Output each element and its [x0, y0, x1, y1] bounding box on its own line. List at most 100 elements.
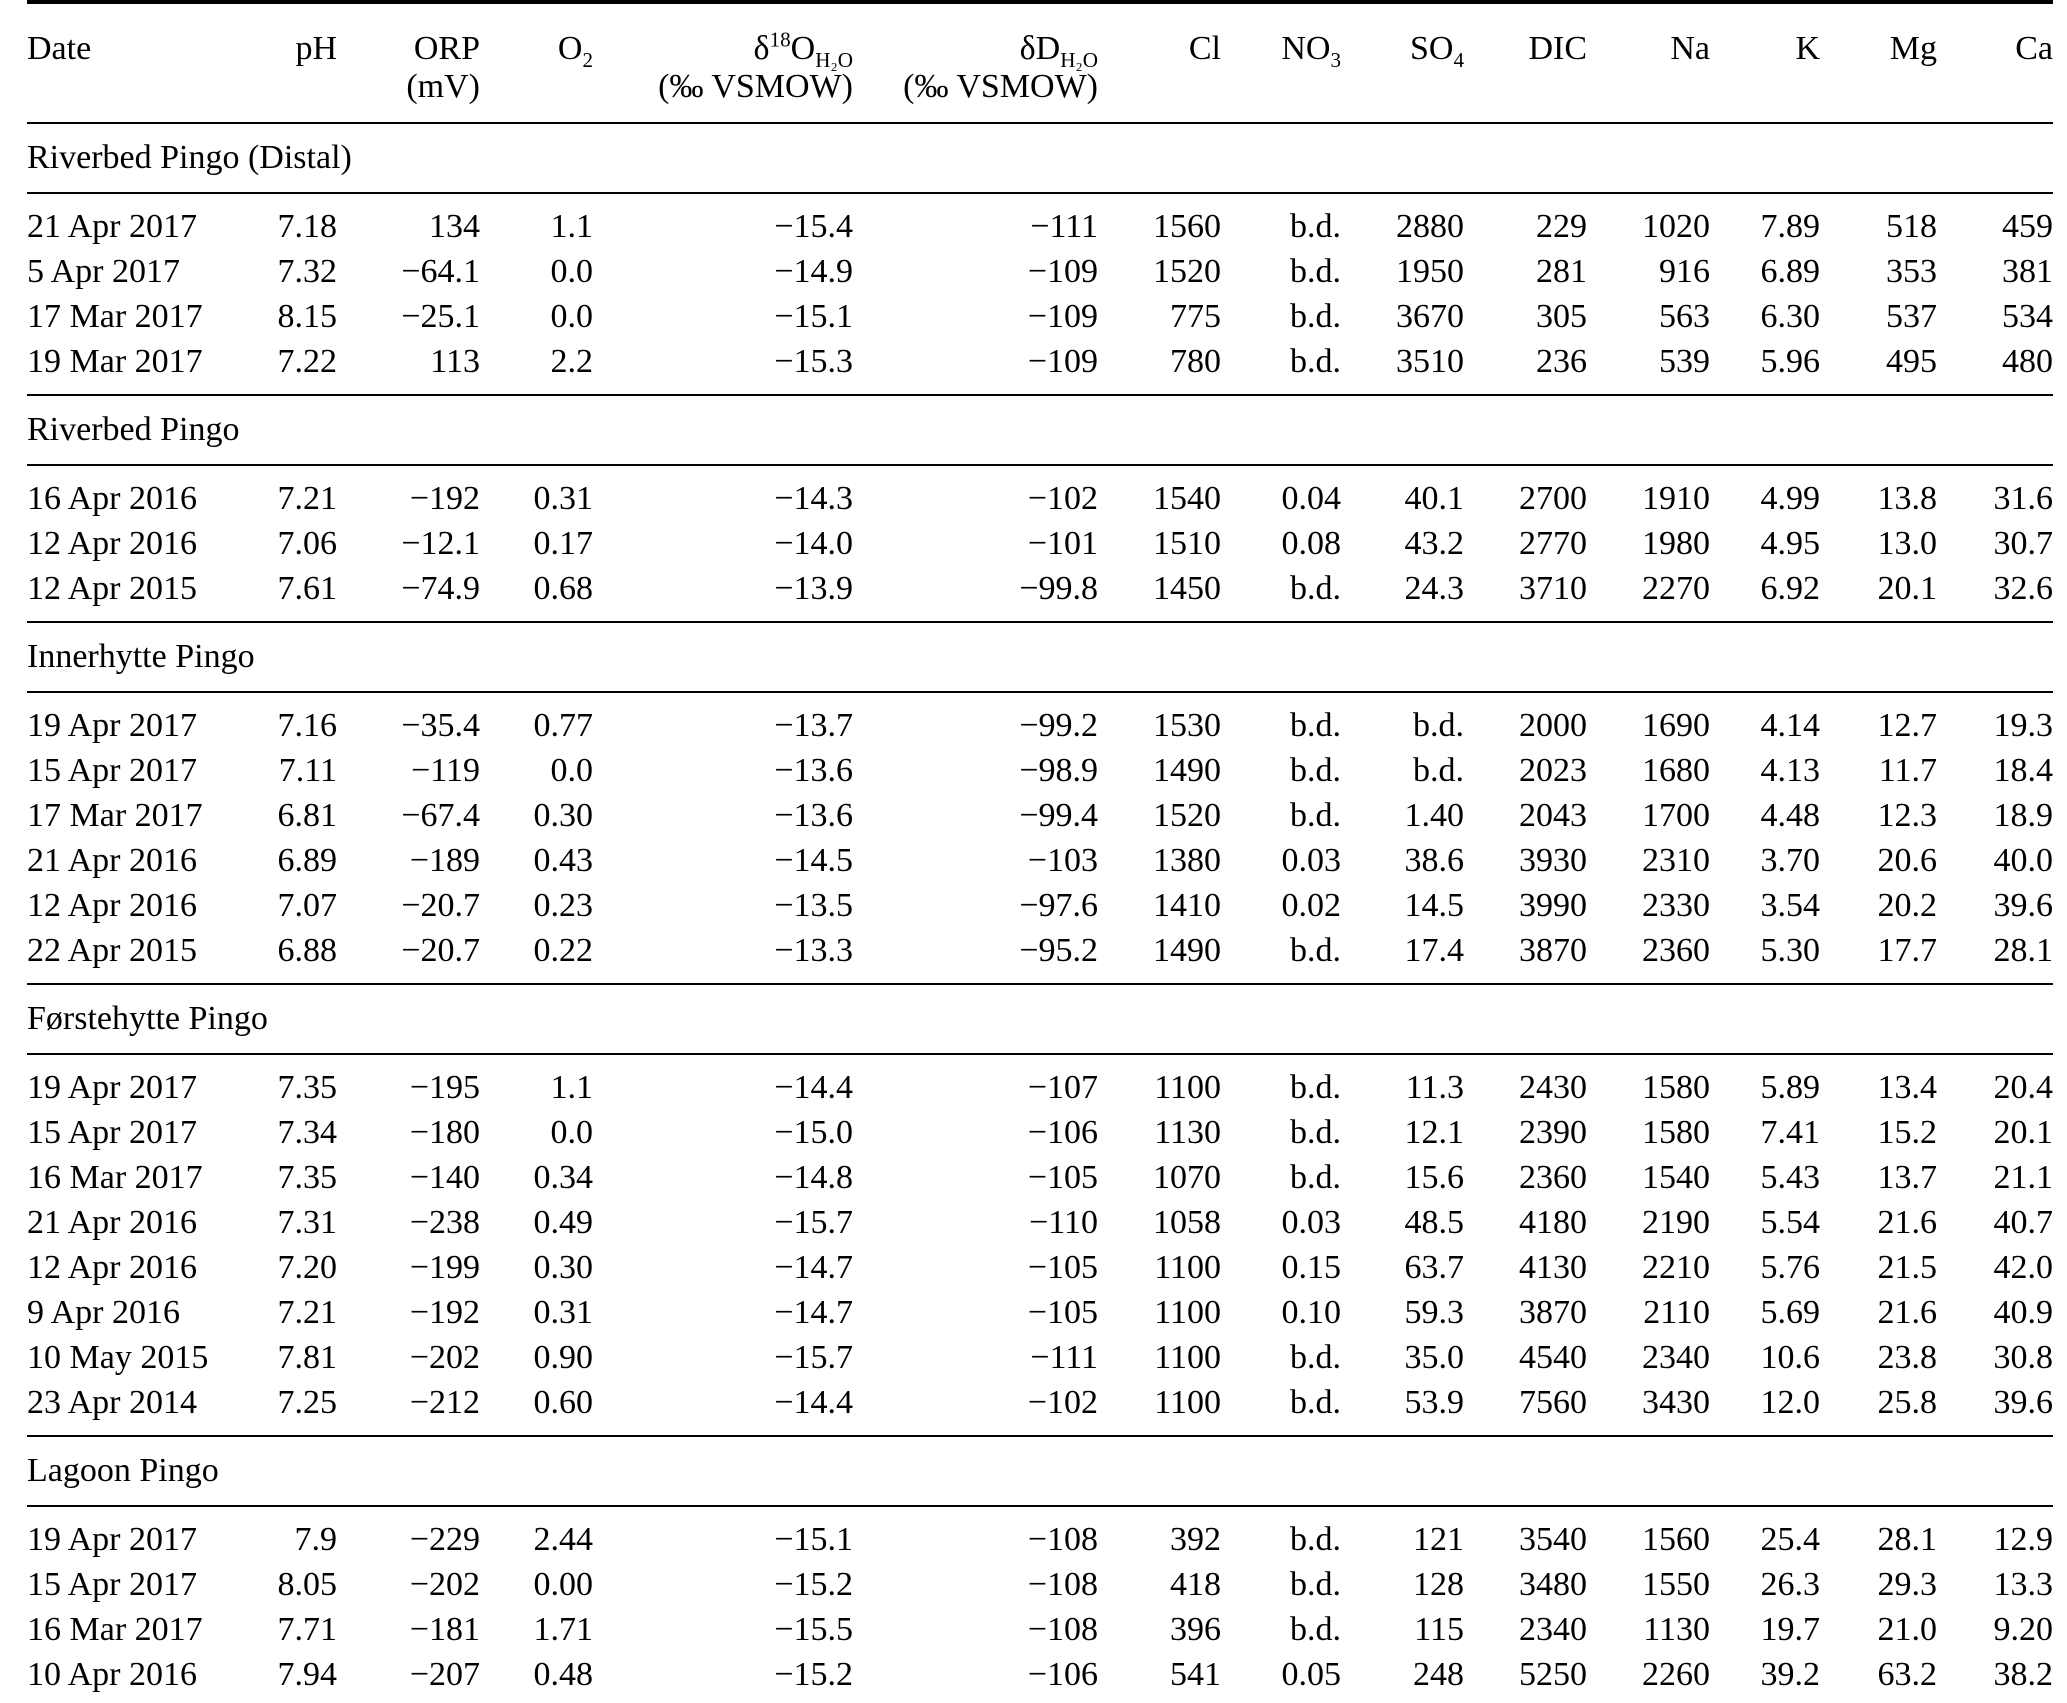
cell-no3: b.d.: [1290, 1565, 1341, 1603]
cell-so4: 14.5: [1404, 886, 1465, 924]
cell-o2: 0.34: [533, 1158, 594, 1196]
column-unit-na: [1587, 68, 1710, 124]
cell-ph: 7.16: [277, 706, 338, 744]
table-row: 12 Apr 2016 7.07 −20.7 0.23 −13.5 −97.6 1410 0.…: [27, 883, 2053, 928]
table-row: 19 Apr 2017 7.9 −229 2.44 −15.1 −108 392 b.d. 12…: [27, 1506, 2053, 1562]
column-header-dic: DIC: [1528, 30, 1587, 67]
cell-d18o-h2o: −14.3: [774, 479, 853, 517]
cell-dic: 2700: [1519, 479, 1587, 517]
cell-na: 563: [1659, 297, 1710, 335]
cell-date: 16 Mar 2017: [27, 1610, 203, 1648]
cell-na: 2110: [1643, 1293, 1710, 1331]
cell-date: 17 Mar 2017: [27, 297, 203, 335]
cell-so4: 53.9: [1404, 1383, 1465, 1421]
cell-d18o-h2o: −14.8: [774, 1158, 853, 1196]
cell-mg: 20.2: [1877, 886, 1938, 924]
table-row: 5 Apr 2017 7.32 −64.1 0.0 −14.9 −109 1520 b.d. 1…: [27, 249, 2053, 294]
cell-date: 9 Apr 2016: [27, 1293, 180, 1331]
cell-o2: 1.1: [550, 207, 594, 245]
section-title: Lagoon Pingo: [27, 1435, 2053, 1507]
cell-so4: 1.40: [1404, 796, 1465, 834]
cell-mg: 12.3: [1877, 796, 1938, 834]
cell-so4: 115: [1414, 1610, 1464, 1648]
cell-dd-h2o: −98.9: [1019, 751, 1098, 789]
cell-ca: 28.1: [1993, 931, 2054, 969]
cell-o2: 0.30: [533, 796, 594, 834]
cell-orp: −35.4: [401, 706, 480, 744]
cell-date: 12 Apr 2016: [27, 524, 197, 562]
cell-orp: −64.1: [401, 252, 480, 290]
cell-no3: 0.10: [1281, 1293, 1342, 1331]
cell-d18o-h2o: −13.9: [774, 569, 853, 607]
cell-dd-h2o: −107: [1027, 1068, 1098, 1106]
cell-no3: b.d.: [1290, 1113, 1341, 1151]
cell-dd-h2o: −106: [1027, 1655, 1098, 1693]
cell-orp: −212: [409, 1383, 480, 1421]
cell-date: 19 Apr 2017: [27, 706, 197, 744]
cell-dd-h2o: −103: [1027, 841, 1098, 879]
cell-date: 10 Apr 2016: [27, 1655, 197, 1693]
cell-dd-h2o: −97.6: [1019, 886, 1098, 924]
cell-ca: 534: [2002, 297, 2053, 335]
cell-date: 15 Apr 2017: [27, 1113, 197, 1151]
column-unit-date: [27, 68, 267, 124]
cell-na: 2310: [1642, 841, 1710, 879]
cell-mg: 15.2: [1877, 1113, 1938, 1151]
cell-cl: 1100: [1154, 1293, 1221, 1331]
cell-no3: b.d.: [1290, 931, 1341, 969]
column-header-date: Date: [27, 30, 92, 67]
cell-dd-h2o: −109: [1027, 252, 1098, 290]
cell-ca: 40.0: [1993, 841, 2054, 879]
cell-mg: 21.5: [1877, 1248, 1938, 1286]
cell-o2: 0.22: [533, 931, 594, 969]
cell-na: 1580: [1642, 1113, 1710, 1151]
cell-d18o-h2o: −15.3: [774, 342, 853, 380]
cell-cl: 1100: [1154, 1068, 1221, 1106]
cell-so4: 43.2: [1404, 524, 1465, 562]
cell-no3: 0.08: [1281, 524, 1342, 562]
cell-k: 5.96: [1760, 342, 1821, 380]
cell-so4: 48.5: [1404, 1203, 1465, 1241]
cell-dd-h2o: −109: [1027, 342, 1098, 380]
cell-d18o-h2o: −15.5: [774, 1610, 853, 1648]
cell-so4: 12.1: [1404, 1113, 1465, 1151]
cell-date: 21 Apr 2016: [27, 841, 197, 879]
cell-ph: 7.11: [278, 751, 337, 789]
cell-o2: 0.31: [533, 1293, 594, 1331]
cell-dic: 3480: [1519, 1565, 1587, 1603]
cell-ph: 7.21: [277, 479, 338, 517]
cell-dic: 305: [1536, 297, 1587, 335]
cell-date: 12 Apr 2015: [27, 569, 197, 607]
cell-k: 4.14: [1760, 706, 1821, 744]
header-labels-row: Date pH ORP O2 δ18OH₂O δDH₂O Cl NO3 SO4 DIC Na K Mg C…: [27, 2, 2053, 70]
cell-ph: 7.06: [277, 524, 338, 562]
cell-d18o-h2o: −15.7: [774, 1338, 853, 1376]
table-row: 17 Mar 2017 6.81 −67.4 0.30 −13.6 −99.4 1520 b.…: [27, 793, 2053, 838]
column-unit-ca: [1937, 68, 2053, 124]
cell-so4: 128: [1413, 1565, 1464, 1603]
cell-ph: 7.35: [277, 1068, 338, 1106]
cell-dd-h2o: −95.2: [1019, 931, 1098, 969]
cell-ph: 7.34: [277, 1113, 338, 1151]
cell-d18o-h2o: −15.0: [774, 1113, 853, 1151]
cell-na: 1910: [1642, 479, 1710, 517]
cell-k: 6.89: [1760, 252, 1821, 290]
cell-ph: 7.18: [277, 207, 338, 245]
column-header-ca: Ca: [2015, 30, 2053, 67]
cell-so4: 3670: [1396, 297, 1464, 335]
cell-mg: 25.8: [1877, 1383, 1938, 1421]
cell-ca: 31.6: [1993, 479, 2054, 517]
cell-ph: 7.32: [277, 252, 338, 290]
cell-mg: 21.6: [1877, 1293, 1938, 1331]
section-title: Innerhytte Pingo: [27, 621, 2053, 693]
cell-d18o-h2o: −14.7: [774, 1248, 853, 1286]
cell-ca: 40.9: [1993, 1293, 2054, 1331]
cell-mg: 20.1: [1877, 569, 1938, 607]
cell-mg: 63.2: [1877, 1655, 1938, 1693]
cell-dd-h2o: −105: [1027, 1293, 1098, 1331]
cell-ph: 7.07: [277, 886, 338, 924]
cell-date: 15 Apr 2017: [27, 751, 197, 789]
cell-o2: 0.00: [533, 1565, 594, 1603]
table-row: 12 Apr 2016 7.06 −12.1 0.17 −14.0 −101 1510 0.0…: [27, 521, 2053, 566]
cell-no3: 0.05: [1281, 1655, 1342, 1693]
